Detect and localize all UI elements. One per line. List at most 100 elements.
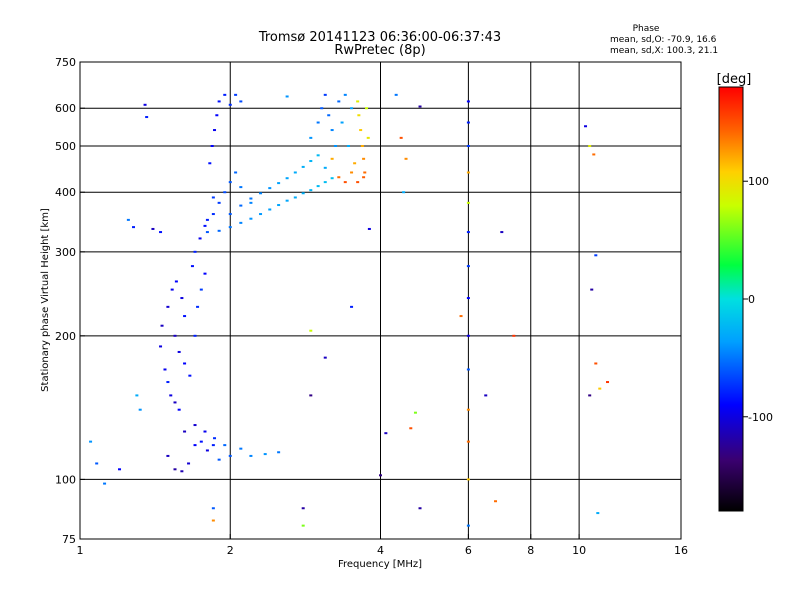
data-point <box>466 231 470 234</box>
data-point <box>173 401 177 404</box>
data-point <box>466 368 470 371</box>
chart-title: Tromsø 20141123 06:36:00-06:37:43 <box>258 30 501 45</box>
data-point <box>208 162 212 165</box>
data-point <box>309 329 313 332</box>
data-point <box>228 103 232 106</box>
data-point <box>594 254 598 257</box>
data-point <box>413 411 417 414</box>
data-point <box>239 204 243 207</box>
x-tick-label: 1 <box>77 544 84 557</box>
data-point <box>239 447 243 450</box>
data-point <box>365 107 369 110</box>
data-point <box>357 114 361 117</box>
colorbar <box>718 86 744 512</box>
data-point <box>363 171 367 174</box>
x-axis-label: Frequency [MHz] <box>338 559 422 570</box>
data-point <box>193 444 197 447</box>
data-point <box>213 437 217 440</box>
data-point <box>183 430 187 433</box>
data-point <box>169 394 173 397</box>
data-point <box>249 197 253 200</box>
data-point <box>459 315 463 318</box>
data-point <box>159 231 163 234</box>
data-point <box>268 208 272 211</box>
data-point <box>323 356 327 359</box>
data-point <box>418 105 422 108</box>
data-point <box>316 121 320 124</box>
data-point <box>301 507 305 510</box>
data-point <box>293 171 297 174</box>
colorbar-tick-label: 100 <box>748 175 769 188</box>
data-point <box>205 218 209 221</box>
data-point <box>211 519 215 522</box>
data-point <box>466 144 470 147</box>
y-tick-label: 75 <box>62 533 76 546</box>
data-point <box>316 185 320 188</box>
data-point <box>118 468 122 471</box>
data-point <box>187 462 191 465</box>
y-tick-label: 300 <box>55 246 76 259</box>
data-point <box>359 129 363 132</box>
colorbar-ticks: 100 0 -100 <box>743 175 773 424</box>
data-point <box>203 272 207 275</box>
y-axis-ticks: 75 100 200 300 400 500 600 750 <box>55 56 85 546</box>
data-point <box>309 160 313 163</box>
data-point <box>166 454 170 457</box>
data-point <box>343 93 347 96</box>
data-point <box>126 218 130 221</box>
data-point <box>228 181 232 184</box>
data-point <box>362 157 366 160</box>
data-point <box>330 177 334 180</box>
data-point <box>301 165 305 168</box>
data-point <box>399 136 403 139</box>
data-point <box>466 100 470 103</box>
data-point <box>384 432 388 435</box>
data-point <box>409 427 413 430</box>
data-point <box>277 182 281 185</box>
data-point <box>592 153 596 156</box>
data-point <box>337 176 341 179</box>
data-point <box>239 186 243 189</box>
y-axis-label: Stationary phase Virtual Height [km] <box>40 208 51 392</box>
y-tick-label: 400 <box>55 186 76 199</box>
data-point <box>309 394 313 397</box>
data-point <box>394 93 398 96</box>
data-point <box>205 449 209 452</box>
data-point <box>590 288 594 291</box>
data-point <box>177 350 181 353</box>
data-point <box>309 136 313 139</box>
data-point <box>95 462 99 465</box>
data-point <box>588 144 592 147</box>
data-point <box>346 144 350 147</box>
y-tick-label: 100 <box>55 473 76 486</box>
data-point <box>183 315 187 318</box>
data-point <box>418 507 422 510</box>
data-point <box>327 114 331 117</box>
data-point <box>249 201 253 204</box>
data-point <box>362 176 366 179</box>
data-point <box>210 144 214 147</box>
data-point <box>333 144 337 147</box>
y-tick-label: 200 <box>55 330 76 343</box>
data-point <box>277 451 281 454</box>
data-point <box>337 100 341 103</box>
x-tick-label: 16 <box>674 544 688 557</box>
data-point <box>379 474 382 477</box>
x-tick-label: 10 <box>572 544 586 557</box>
data-point <box>466 440 470 443</box>
data-point <box>174 280 178 283</box>
data-point <box>466 408 470 411</box>
data-point <box>596 512 600 515</box>
data-point <box>234 171 238 174</box>
data-point <box>203 430 207 433</box>
data-point <box>193 334 197 337</box>
colorbar-tick-label: -100 <box>748 411 773 424</box>
data-point <box>166 381 170 384</box>
data-point <box>402 191 406 194</box>
data-point <box>301 192 305 195</box>
data-point <box>330 129 334 132</box>
data-point <box>211 507 215 510</box>
data-point <box>598 387 602 390</box>
data-point <box>350 107 354 110</box>
